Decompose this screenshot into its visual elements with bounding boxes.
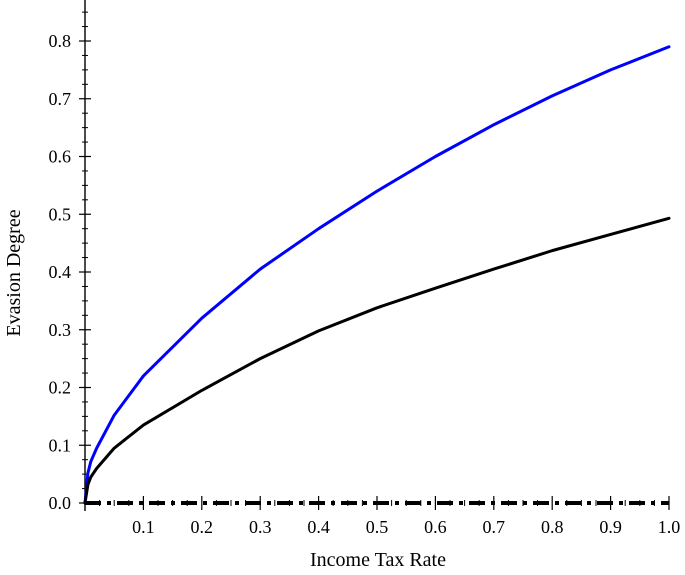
- y-tick-label: 0.3: [49, 320, 72, 340]
- x-tick-label: 0.2: [191, 517, 214, 537]
- x-tick-label: 0.1: [132, 517, 155, 537]
- y-tick-label: 0.4: [49, 262, 72, 282]
- y-tick-label: 0.7: [49, 89, 72, 109]
- x-tick-label: 0.4: [307, 517, 330, 537]
- y-tick-label: 0.5: [49, 204, 72, 224]
- plot-area: 0.0 0.1 0.2 0.3 0.4 0.5 0.6 0.7 0.8 0.1 0.2 0.3 0.4 0…: [49, 0, 681, 537]
- x-axis-title: Income Tax Rate: [310, 549, 446, 571]
- x-tick-label: 0.6: [424, 517, 447, 537]
- x-tick-label: 1.0: [658, 517, 681, 537]
- y-tick-label: 0.0: [49, 493, 72, 513]
- x-tick-label: 0.5: [366, 517, 389, 537]
- y-tick-label: 0.8: [49, 31, 72, 51]
- y-tick-label: 0.1: [49, 435, 72, 455]
- y-tick-label: 0.6: [49, 147, 72, 167]
- x-tick-label: 0.7: [483, 517, 506, 537]
- series-line-2: [83, 216, 671, 505]
- x-tick-label: 0.9: [599, 517, 622, 537]
- y-tick-label: 0.2: [49, 378, 72, 398]
- y-axis-title: Evasion Degree: [3, 209, 25, 336]
- series-line-1: [83, 45, 671, 505]
- x-tick-label: 0.3: [249, 517, 272, 537]
- x-tick-label: 0.8: [541, 517, 564, 537]
